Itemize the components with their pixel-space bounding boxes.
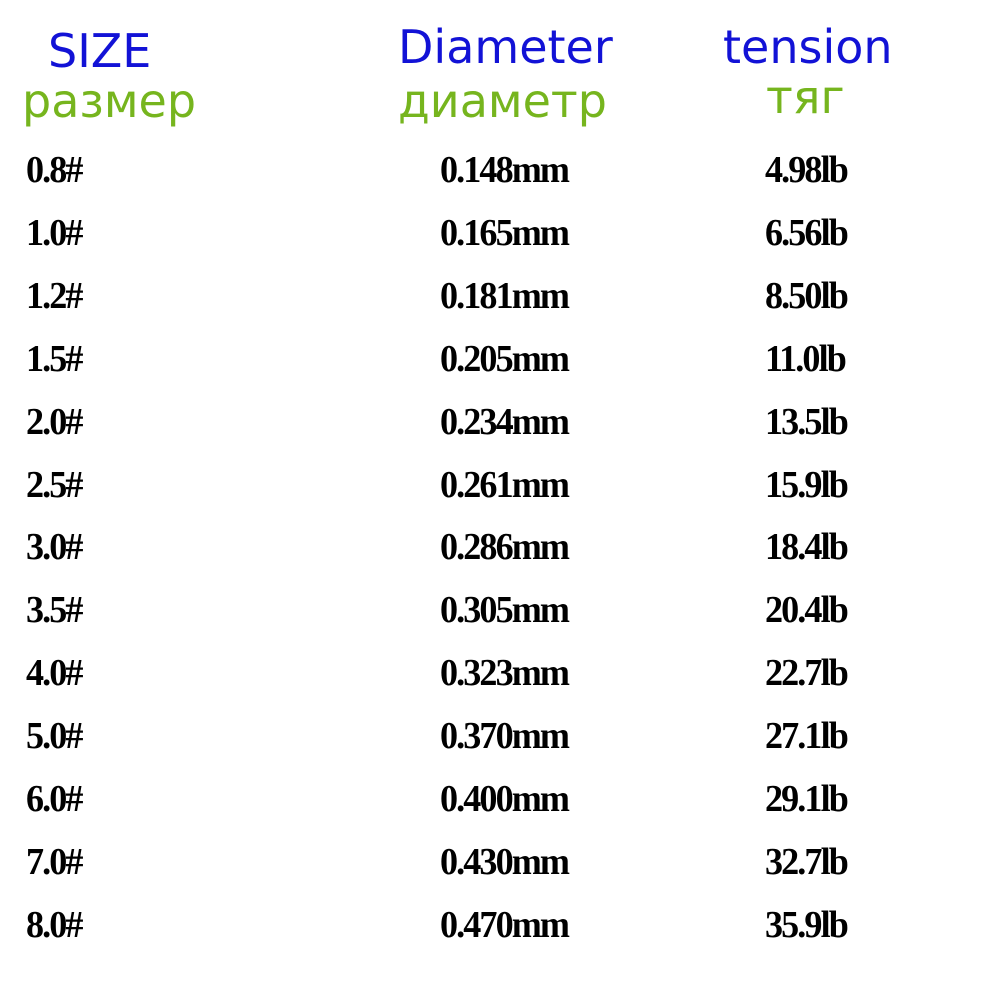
- diameter-cell: 0.470mm: [440, 903, 570, 946]
- table-row: 5.0# 0.370mm 27.1lb: [0, 716, 1000, 756]
- tension-cell: 35.9lb: [765, 903, 849, 946]
- size-cell: 5.0#: [26, 715, 83, 758]
- tension-cell: 15.9lb: [765, 463, 849, 506]
- table-row: 1.2# 0.181mm 8.50lb: [0, 276, 1000, 316]
- size-cell: 8.0#: [26, 903, 83, 946]
- table-row: 1.5# 0.205mm 11.0lb: [0, 339, 1000, 379]
- diameter-header-en: Diameter: [398, 20, 613, 74]
- diameter-cell: 0.234mm: [440, 400, 570, 443]
- size-cell: 4.0#: [26, 652, 83, 695]
- table-row: 2.5# 0.261mm 15.9lb: [0, 465, 1000, 505]
- diameter-cell: 0.286mm: [440, 526, 570, 569]
- tension-header-ru: тяг: [766, 70, 845, 124]
- tension-cell: 20.4lb: [765, 589, 849, 632]
- table-row: 0.8# 0.148mm 4.98lb: [0, 150, 1000, 190]
- table-row: 8.0# 0.470mm 35.9lb: [0, 905, 1000, 945]
- tension-cell: 4.98lb: [765, 149, 849, 191]
- diameter-cell: 0.323mm: [440, 652, 570, 695]
- size-header-en: SIZE: [48, 24, 152, 78]
- size-cell: 1.5#: [26, 337, 83, 380]
- size-cell: 3.0#: [26, 526, 83, 569]
- table-row: 3.5# 0.305mm 20.4lb: [0, 590, 1000, 630]
- diameter-cell: 0.400mm: [440, 778, 570, 820]
- tension-cell: 8.50lb: [765, 274, 849, 317]
- table-row: 4.0# 0.323mm 22.7lb: [0, 653, 1000, 693]
- table-row: 6.0# 0.400mm 29.1lb: [0, 779, 1000, 819]
- diameter-cell: 0.165mm: [440, 211, 570, 254]
- size-cell: 3.5#: [26, 589, 83, 632]
- size-cell: 7.0#: [26, 840, 83, 883]
- size-cell: 1.0#: [26, 211, 83, 254]
- diameter-cell: 0.205mm: [440, 337, 570, 380]
- size-cell: 2.0#: [26, 400, 83, 443]
- tension-cell: 11.0lb: [765, 337, 847, 380]
- tension-cell: 18.4lb: [765, 526, 849, 569]
- tension-cell: 22.7lb: [765, 652, 849, 695]
- tension-cell: 6.56lb: [765, 211, 849, 254]
- table-row: 1.0# 0.165mm 6.56lb: [0, 213, 1000, 253]
- diameter-cell: 0.181mm: [440, 274, 570, 317]
- tension-cell: 32.7lb: [765, 840, 849, 883]
- size-cell: 1.2#: [26, 274, 83, 317]
- tension-cell: 29.1lb: [765, 778, 849, 820]
- size-cell: 2.5#: [26, 463, 83, 506]
- diameter-cell: 0.261mm: [440, 463, 570, 506]
- diameter-header-ru: диаметр: [398, 74, 607, 128]
- tension-cell: 27.1lb: [765, 715, 849, 758]
- size-cell: 6.0#: [26, 778, 83, 820]
- table-row: 2.0# 0.234mm 13.5lb: [0, 402, 1000, 442]
- diameter-cell: 0.430mm: [440, 840, 570, 883]
- tension-header-en: tension: [723, 20, 893, 74]
- table-row: 3.0# 0.286mm 18.4lb: [0, 527, 1000, 567]
- diameter-cell: 0.148mm: [440, 149, 570, 191]
- size-header-ru: размер: [22, 74, 197, 128]
- size-cell: 0.8#: [26, 149, 83, 191]
- table-row: 7.0# 0.430mm 32.7lb: [0, 842, 1000, 882]
- diameter-cell: 0.370mm: [440, 715, 570, 758]
- diameter-cell: 0.305mm: [440, 589, 570, 632]
- tension-cell: 13.5lb: [765, 400, 849, 443]
